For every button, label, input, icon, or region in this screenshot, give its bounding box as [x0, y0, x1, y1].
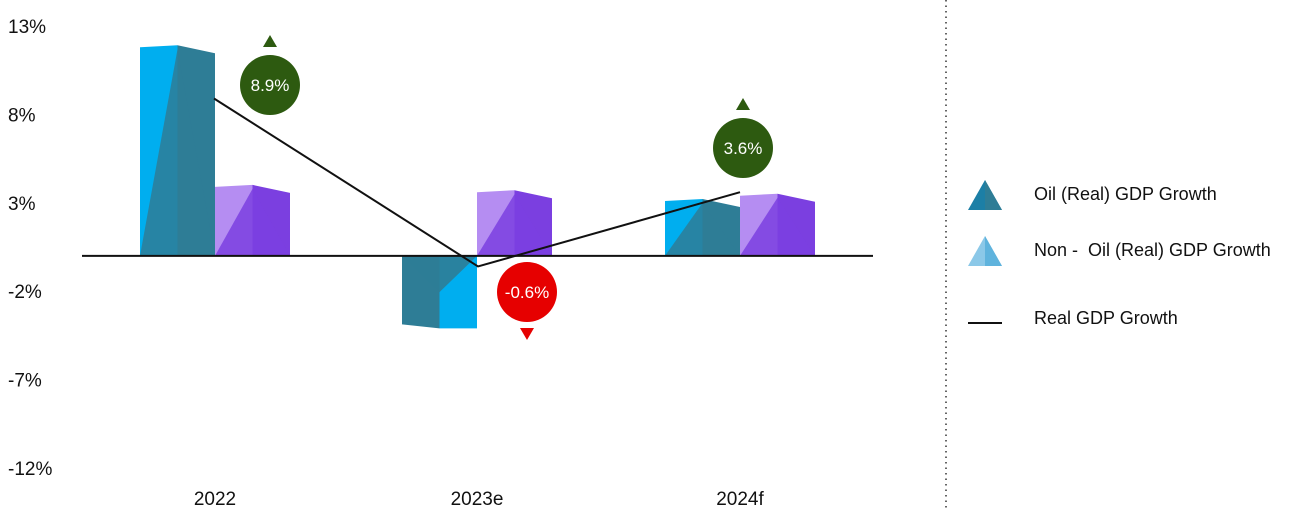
y-tick-label: -7% [8, 371, 42, 392]
value-bubble: -0.6% [497, 262, 557, 340]
up-arrow-icon [263, 35, 277, 47]
value-bubble: 3.6% [713, 98, 773, 178]
bubble-label: 3.6% [724, 139, 763, 158]
legend-label-real-gdp: Real GDP Growth [1034, 308, 1178, 328]
bar-oil-2024f [665, 199, 740, 256]
line-symbol-icon [968, 322, 1002, 324]
bar-oil-2023e [402, 255, 477, 329]
y-tick-label: -12% [8, 459, 52, 480]
bubble-label: -0.6% [505, 283, 549, 302]
bar-non-oil-2023e [477, 190, 552, 256]
non-oil-triangle-icon [968, 236, 1002, 266]
y-tick-label: 13% [8, 17, 46, 38]
legend-item-non-oil: Non - Oil (Real) GDP Growth [960, 236, 1290, 266]
up-arrow-icon [736, 98, 750, 110]
bubble-label: 8.9% [251, 76, 290, 95]
bar-non-oil-2024f [740, 193, 815, 256]
x-tick-label: 2023e [451, 489, 504, 508]
y-tick-label: 3% [8, 194, 36, 215]
bar-non-oil-2022 [215, 184, 290, 256]
down-arrow-icon [520, 328, 534, 340]
x-tick-label: 2024f [716, 489, 764, 508]
y-tick-label: 8% [8, 105, 36, 126]
legend-label-oil: Oil (Real) GDP Growth [1034, 184, 1217, 204]
oil-triangle-icon [968, 180, 1002, 210]
legend-item-oil: Oil (Real) GDP Growth [960, 180, 1290, 210]
legend-label-non-oil: Non - Oil (Real) GDP Growth [1034, 240, 1271, 260]
real-gdp-line [213, 97, 741, 268]
value-bubble: 8.9% [240, 35, 300, 115]
bar-oil-2022 [140, 45, 215, 256]
legend-item-real-gdp: Real GDP Growth [960, 304, 1290, 334]
y-tick-label: -2% [8, 282, 42, 303]
x-tick-label: 2022 [194, 489, 236, 508]
